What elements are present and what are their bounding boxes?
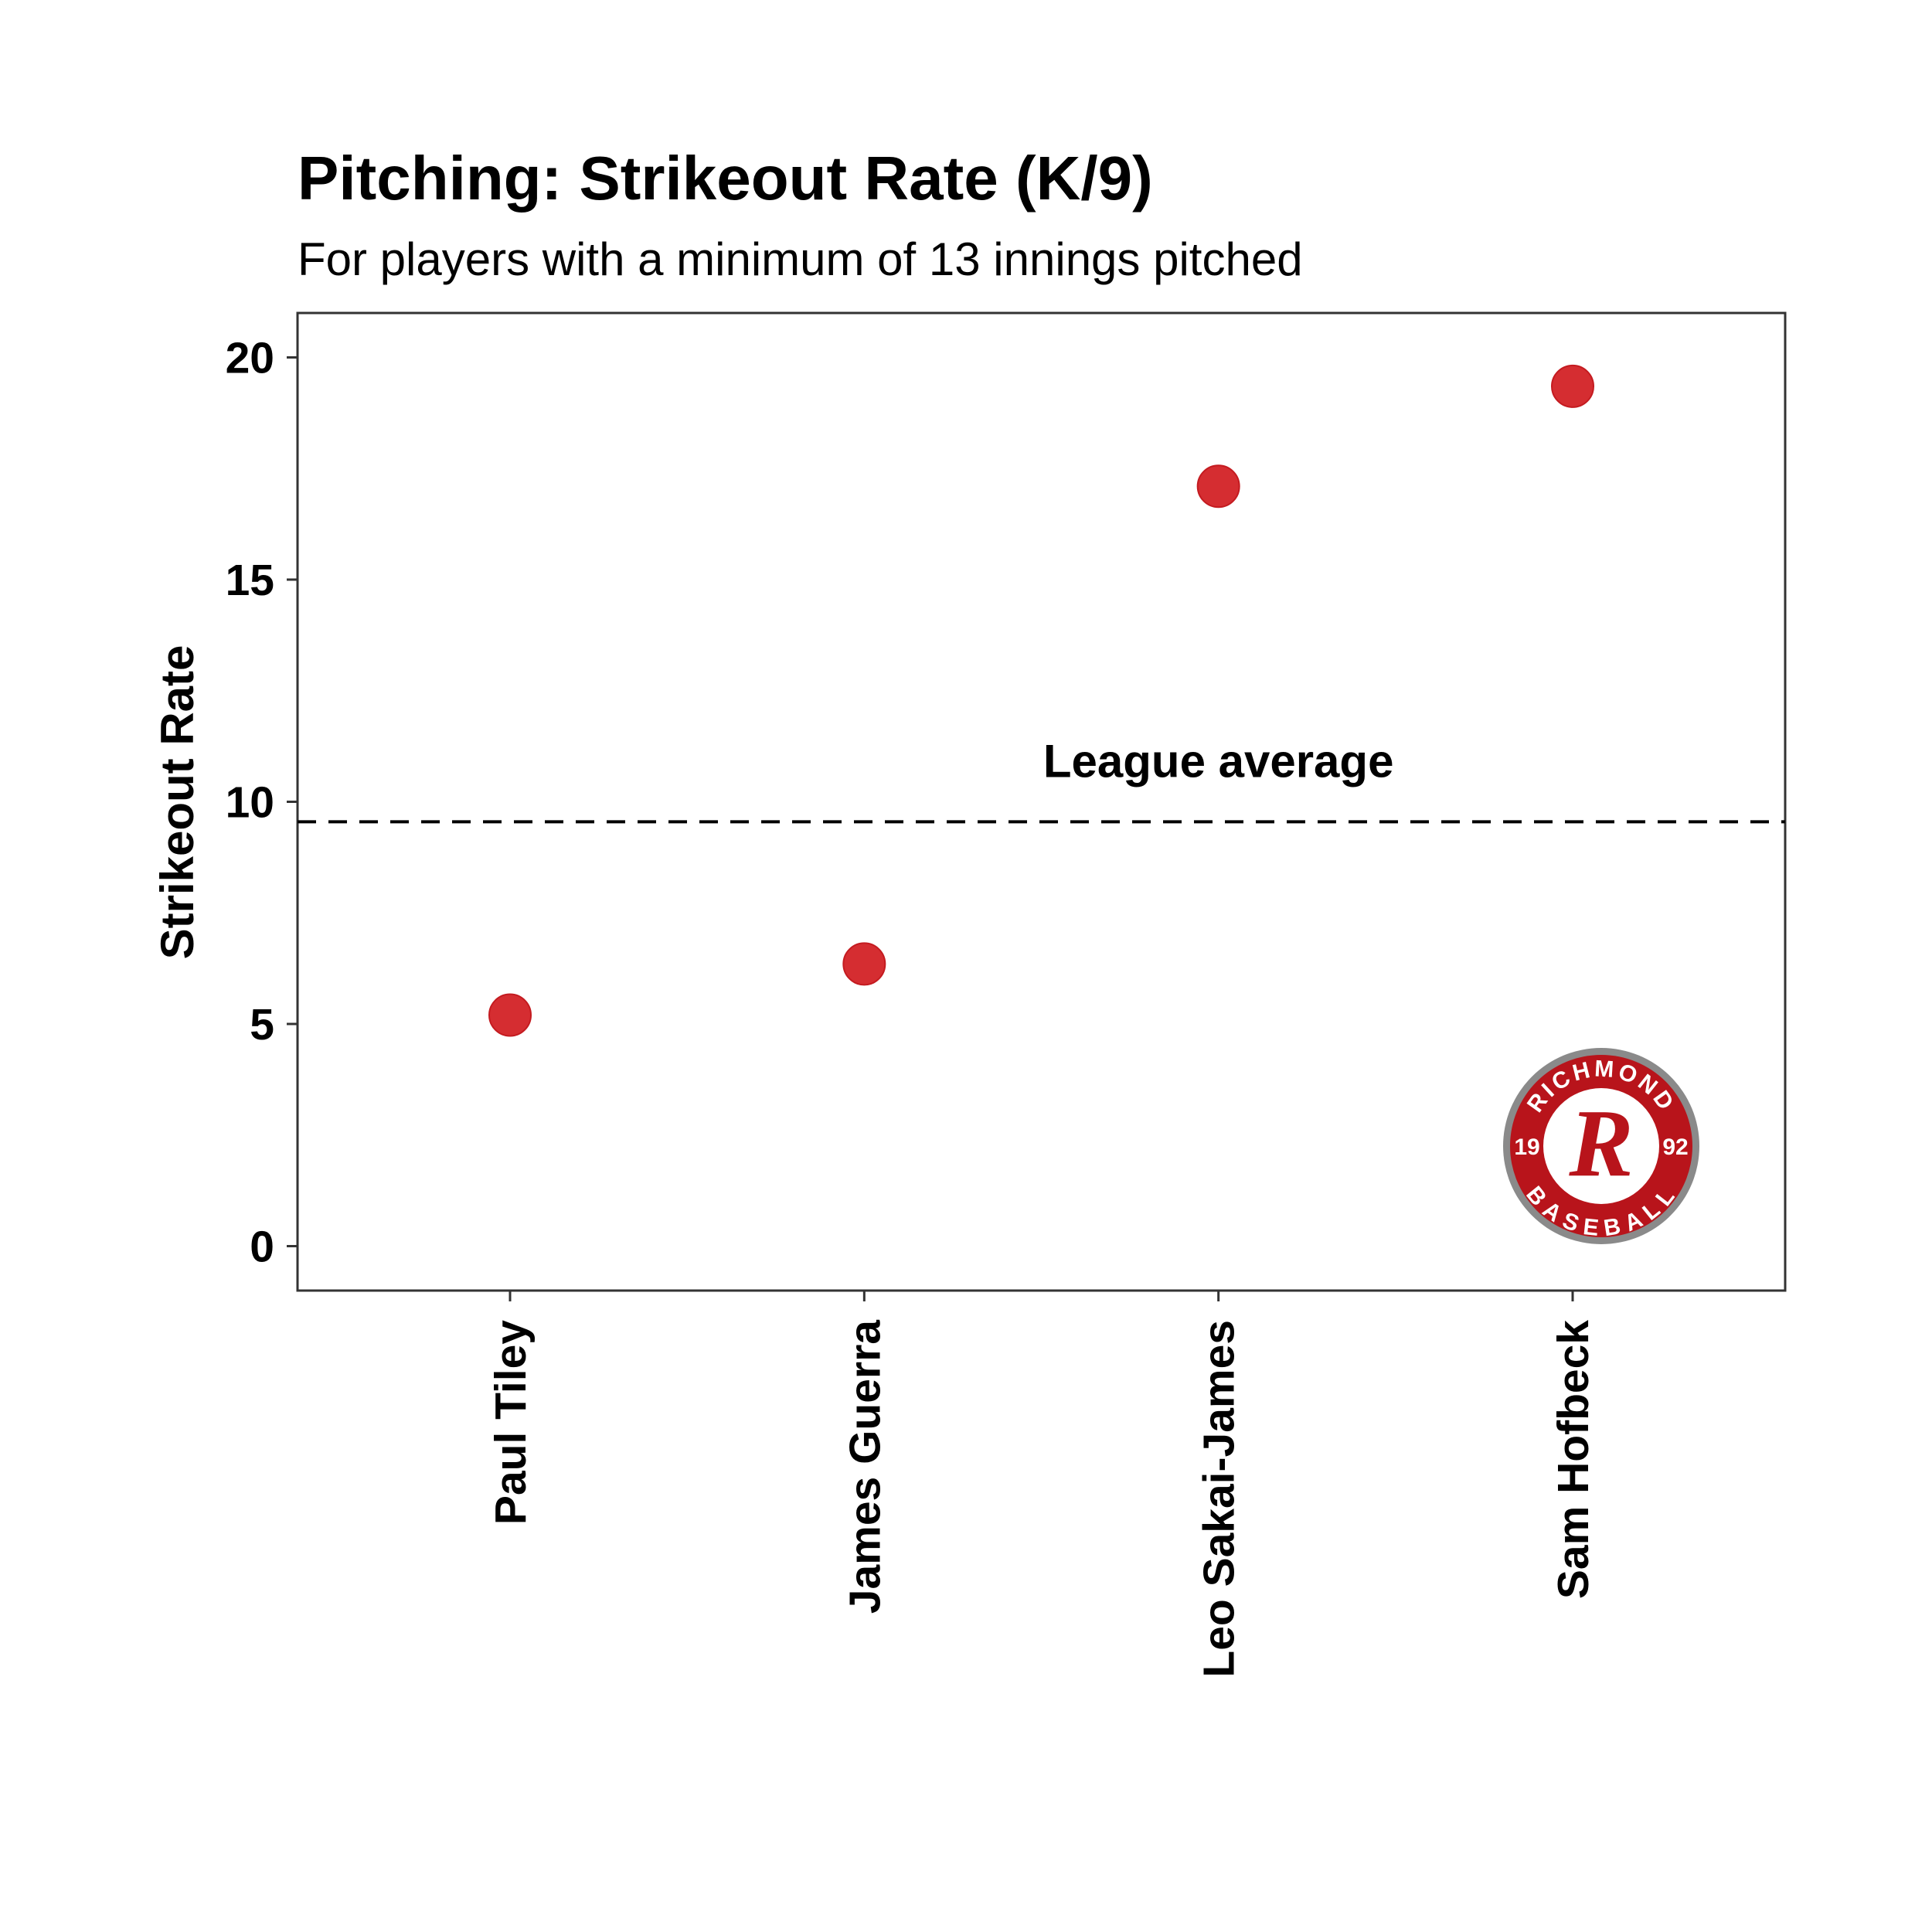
chart-title: Pitching: Strikeout Rate (K/9): [298, 144, 1153, 213]
x-tick-label: James Guerra: [840, 1319, 889, 1614]
richmond-baseball-logo: RICHMOND BASEBALL 19 92 R: [1503, 1048, 1699, 1244]
y-tick-label: 5: [250, 1000, 274, 1049]
x-tick-label: Leo Sakai-James: [1195, 1320, 1244, 1678]
x-tick-label: Paul Tiley: [486, 1320, 536, 1525]
logo-year-left: 19: [1514, 1134, 1539, 1160]
reference-layer: League average: [298, 735, 1785, 824]
y-tick-label: 0: [250, 1223, 274, 1272]
logo-letter: R: [1568, 1090, 1633, 1197]
chart-subtitle: For players with a minimum of 13 innings…: [298, 233, 1303, 285]
y-tick-label: 10: [226, 778, 274, 828]
logo-year-right: 92: [1662, 1134, 1688, 1160]
data-point: [1196, 464, 1240, 509]
x-tick-label: Sam Hofbeck: [1549, 1320, 1598, 1599]
data-point: [488, 993, 532, 1037]
y-tick-label: 20: [226, 334, 274, 383]
y-axis: 0 5 10 15 20: [226, 334, 298, 1272]
data-point: [842, 942, 886, 986]
data-point: [1551, 364, 1594, 408]
points-layer: [488, 364, 1594, 1037]
x-axis: Paul Tiley James Guerra Leo Sakai-James Sam…: [486, 1291, 1598, 1678]
y-tick-label: 15: [226, 556, 274, 605]
y-axis-title: Strikeout Rate: [151, 645, 203, 960]
league-average-label: League average: [1043, 735, 1394, 787]
